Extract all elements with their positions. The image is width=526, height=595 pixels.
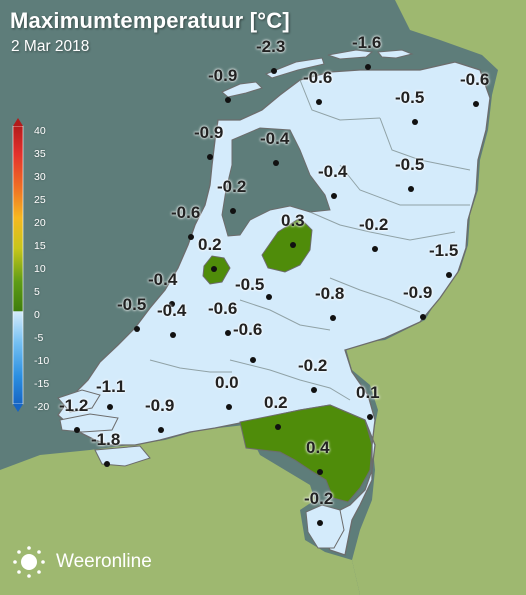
flevoland-warm-zone xyxy=(261,217,313,273)
station-dot xyxy=(317,469,323,475)
southern-warm-zone xyxy=(239,404,373,503)
station-dot xyxy=(473,101,479,107)
station-value: -2.3 xyxy=(256,37,286,56)
station-value: -0.9 xyxy=(208,66,238,85)
legend-tick: 30 xyxy=(34,171,46,183)
station-dot xyxy=(169,301,175,307)
station-dot xyxy=(271,68,277,74)
legend-tick: 0 xyxy=(34,309,40,321)
station-dot xyxy=(311,387,317,393)
station-value: -0.2 xyxy=(217,177,247,196)
station-value: -0.9 xyxy=(194,123,224,142)
station-dot xyxy=(170,332,176,338)
station-dot xyxy=(74,427,80,433)
station-dot xyxy=(372,246,378,252)
station-value: -1.2 xyxy=(59,396,89,415)
station-value: -1.1 xyxy=(96,377,126,396)
station-dot xyxy=(107,404,113,410)
ijsselmeer xyxy=(221,127,331,237)
station-value: -0.2 xyxy=(304,489,334,508)
station-dot xyxy=(317,520,323,526)
station-value: -1.5 xyxy=(429,241,459,260)
station-value: -1.6 xyxy=(352,33,382,52)
station-value: -0.9 xyxy=(145,396,175,415)
station-dot xyxy=(188,234,194,240)
station-value: -1.8 xyxy=(91,430,121,449)
station-dot xyxy=(207,154,213,160)
germany-land xyxy=(345,0,526,595)
station-value: -0.2 xyxy=(359,215,389,234)
station-value: 0.2 xyxy=(198,235,222,254)
weeronline-brand: Weeronline xyxy=(12,545,152,579)
station-dot xyxy=(367,414,373,420)
station-dot xyxy=(316,99,322,105)
station-value: -0.9 xyxy=(403,283,433,302)
station-value: -0.5 xyxy=(235,275,265,294)
station-value: -0.4 xyxy=(157,301,187,320)
station-value: -0.6 xyxy=(233,320,263,339)
station-dot xyxy=(158,427,164,433)
legend-tick: -5 xyxy=(34,332,44,344)
legend-tick: 40 xyxy=(34,125,46,137)
station-value: 0.1 xyxy=(356,383,380,402)
station-dot xyxy=(330,315,336,321)
temperature-legend: 40 35 30 25 20 15 10 5 0 -5 -10 -15 -20 xyxy=(10,122,80,413)
station-value: -0.5 xyxy=(395,155,425,174)
map-date: 2 Mar 2018 xyxy=(11,38,90,55)
station-dot xyxy=(412,119,418,125)
station-dot xyxy=(273,160,279,166)
station-value: -0.6 xyxy=(303,68,333,87)
station-value: -0.4 xyxy=(260,129,290,148)
station-dot xyxy=(230,208,236,214)
station-dot xyxy=(408,186,414,192)
map-title: Maximumtemperatuur [°C] xyxy=(10,8,290,33)
station-value: -0.2 xyxy=(298,356,328,375)
station-value: -0.4 xyxy=(148,270,178,289)
legend-tick: -20 xyxy=(34,401,50,413)
weeronline-logo-icon xyxy=(13,546,45,578)
brand-name: Weeronline xyxy=(56,551,152,572)
station-value: -0.8 xyxy=(315,284,345,303)
belgium-land xyxy=(0,425,360,595)
station-dot xyxy=(331,193,337,199)
station-value: 0.4 xyxy=(306,438,330,457)
station-value: -0.6 xyxy=(460,70,490,89)
legend-tick: 15 xyxy=(34,240,46,252)
station-value: -0.6 xyxy=(171,203,201,222)
station-dot xyxy=(250,357,256,363)
station-value: 0.2 xyxy=(264,393,288,412)
legend-tick: -15 xyxy=(34,378,50,390)
station-dot xyxy=(290,242,296,248)
legend-tick: 35 xyxy=(34,148,46,160)
station-dot xyxy=(365,64,371,70)
station-value: 0.0 xyxy=(215,373,239,392)
legend-tick: 10 xyxy=(34,263,46,275)
station-value: 0.3 xyxy=(281,211,305,230)
station-value: -0.4 xyxy=(318,162,348,181)
legend-tick: 20 xyxy=(34,217,46,229)
station-dot xyxy=(275,424,281,430)
legend-arrow-top-icon xyxy=(13,118,23,126)
legend-tick: 5 xyxy=(34,286,40,298)
legend-arrow-bottom-icon xyxy=(13,404,23,412)
station-value: -0.5 xyxy=(395,88,425,107)
station-dot xyxy=(266,294,272,300)
station-value: -0.6 xyxy=(208,299,238,318)
wadden-islands xyxy=(221,49,414,98)
station-dot xyxy=(211,266,217,272)
station-dot xyxy=(104,461,110,467)
province-borders xyxy=(149,79,471,401)
station-dot xyxy=(226,404,232,410)
maastricht-land xyxy=(305,504,345,549)
station-dot xyxy=(225,97,231,103)
station-value: -0.5 xyxy=(117,295,147,314)
station-dot xyxy=(225,330,231,336)
station-dot xyxy=(134,326,140,332)
legend-tick: 25 xyxy=(34,194,46,206)
legend-tick: -10 xyxy=(34,355,50,367)
station-dot xyxy=(446,272,452,278)
station-dot xyxy=(420,314,426,320)
